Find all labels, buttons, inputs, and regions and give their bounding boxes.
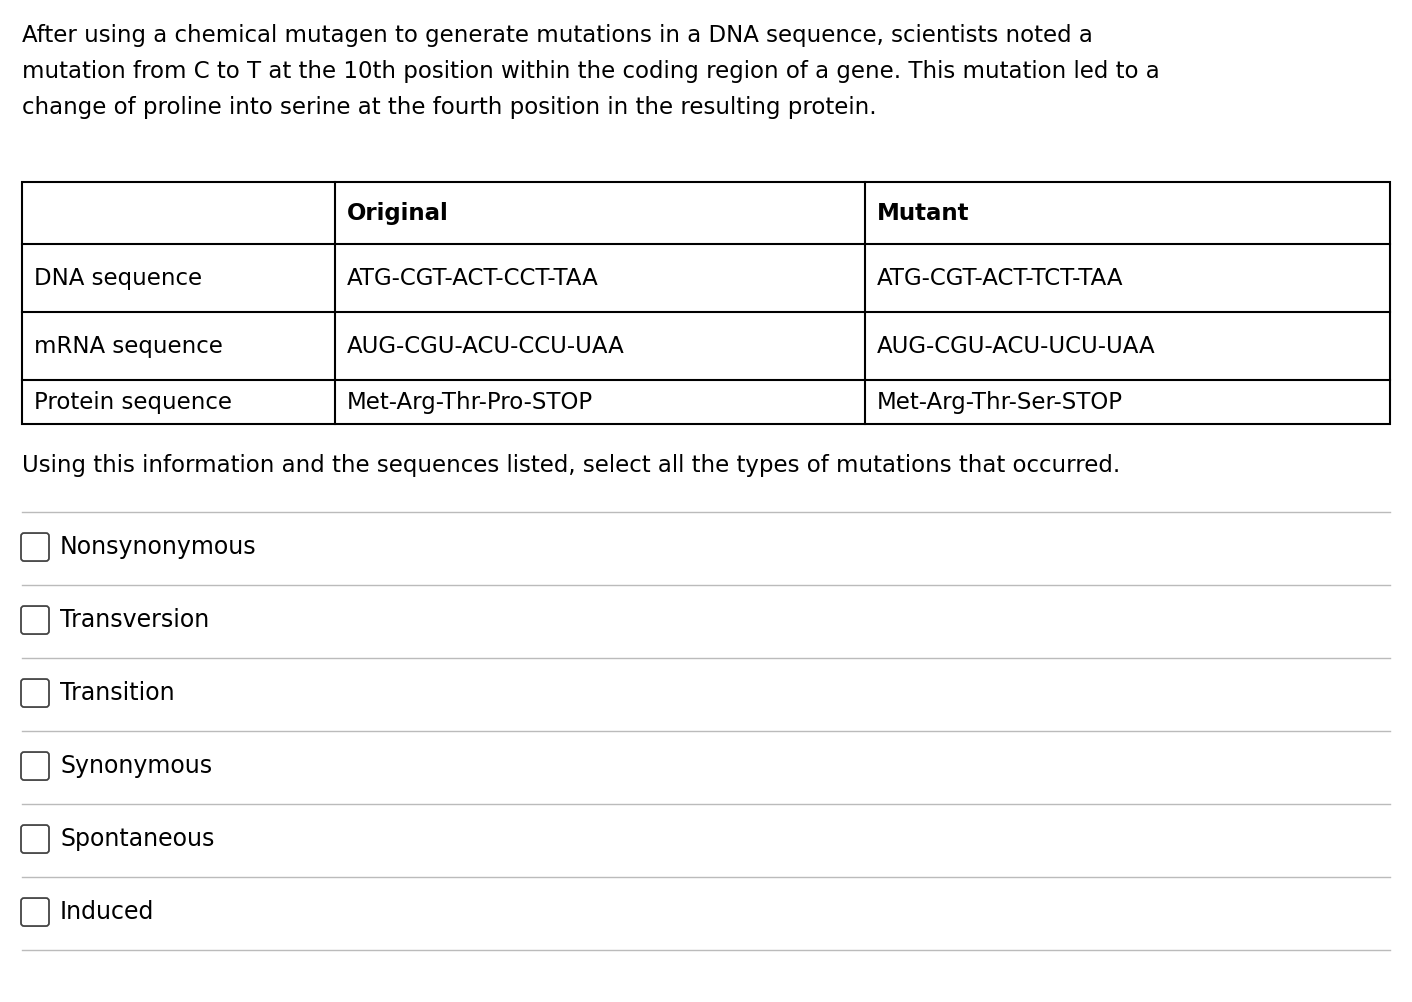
Text: Mutant: Mutant [877, 201, 970, 224]
Text: ATG-CGT-ACT-CCT-TAA: ATG-CGT-ACT-CCT-TAA [347, 267, 599, 290]
Text: ATG-CGT-ACT-TCT-TAA: ATG-CGT-ACT-TCT-TAA [877, 267, 1124, 290]
Text: Met-Arg-Thr-Pro-STOP: Met-Arg-Thr-Pro-STOP [347, 391, 593, 414]
Text: After using a chemical mutagen to generate mutations in a DNA sequence, scientis: After using a chemical mutagen to genera… [23, 24, 1093, 47]
Text: Using this information and the sequences listed, select all the types of mutatio: Using this information and the sequences… [23, 454, 1120, 477]
Text: Induced: Induced [59, 900, 154, 924]
Text: Spontaneous: Spontaneous [59, 827, 215, 851]
Text: mutation from C to T at the 10th position within the coding region of a gene. Th: mutation from C to T at the 10th positio… [23, 60, 1159, 83]
Text: Transversion: Transversion [59, 608, 209, 632]
Text: Transition: Transition [59, 681, 175, 705]
Text: DNA sequence: DNA sequence [34, 267, 202, 290]
Text: Original: Original [347, 201, 449, 224]
Text: Nonsynonymous: Nonsynonymous [59, 535, 257, 559]
Text: AUG-CGU-ACU-CCU-UAA: AUG-CGU-ACU-CCU-UAA [347, 335, 624, 358]
Text: Synonymous: Synonymous [59, 755, 212, 778]
Text: change of proline into serine at the fourth position in the resulting protein.: change of proline into serine at the fou… [23, 96, 877, 119]
Text: Protein sequence: Protein sequence [34, 391, 232, 414]
Text: Met-Arg-Thr-Ser-STOP: Met-Arg-Thr-Ser-STOP [877, 391, 1123, 414]
Text: AUG-CGU-ACU-UCU-UAA: AUG-CGU-ACU-UCU-UAA [877, 335, 1155, 358]
Bar [23, 182, 1389, 424]
Text: mRNA sequence: mRNA sequence [34, 335, 223, 358]
